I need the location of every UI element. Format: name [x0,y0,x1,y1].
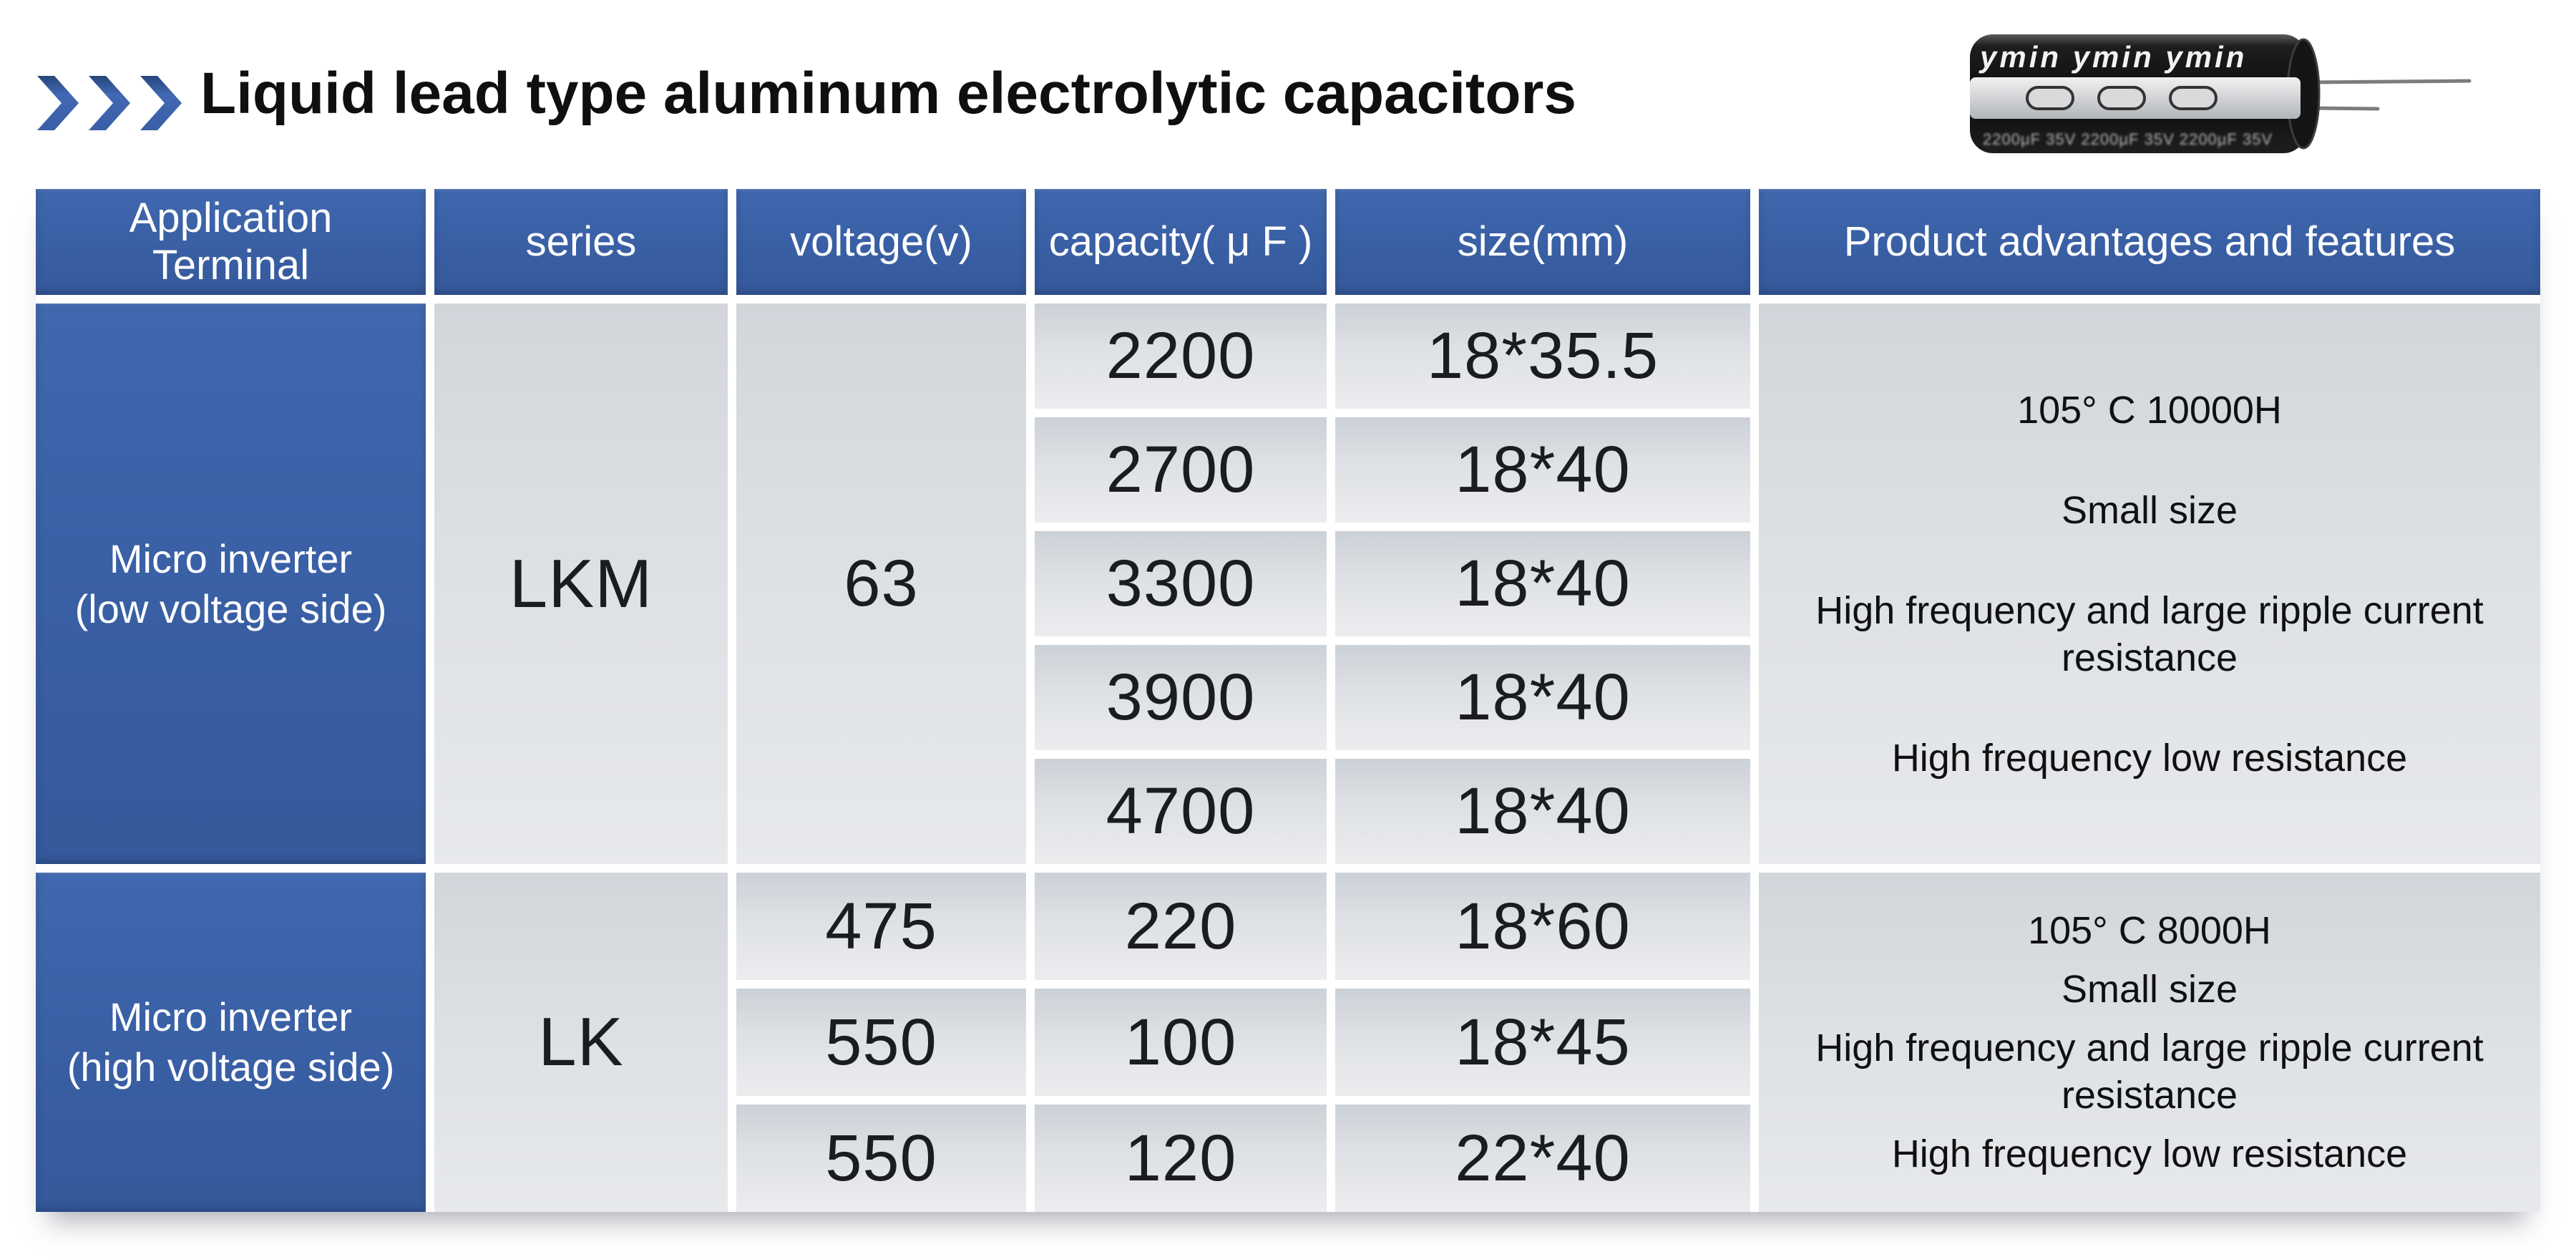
voltage-cell: 550 [736,989,1026,1096]
capacity-cell: 3300 [1035,531,1327,636]
series-cell: LKM [434,304,728,864]
spec-table: Application Terminal series voltage(v) c… [36,189,2540,1212]
capacitor-lead [2310,79,2472,84]
feature-line: High frequency low resistance [1891,1132,2408,1175]
col-header-capacity: capacity( μ F ) [1035,189,1327,295]
voltage-cell: 63 [736,304,1026,864]
capacity-cell: 4700 [1035,759,1327,864]
capacity-cell: 3900 [1035,645,1327,750]
application-cell-low-voltage: Micro inverter (low voltage side) [36,304,426,864]
capacity-cell: 220 [1035,873,1327,980]
feature-line: Small size [2061,968,2238,1011]
capacitor-marking-text: 2200μF 35V 2200μF 35V 2200μF 35V [1983,130,2273,148]
voltage-cell: 475 [736,873,1026,980]
col-header-features: Product advantages and features [1759,189,2540,295]
chevrons-icon [37,76,182,130]
col-header-series: series [434,189,728,295]
capacity-cell: 2200 [1035,304,1327,409]
vent-slot [2097,86,2146,110]
feature-line: High frequency and large ripple current … [1815,588,2484,679]
capacity-cell: 100 [1035,989,1327,1096]
size-cell: 18*40 [1335,645,1750,750]
col-header-voltage: voltage(v) [736,189,1026,295]
size-cell: 18*35.5 [1335,304,1750,409]
application-line: (low voltage side) [74,586,387,631]
feature-line: 105° C 10000H [2017,388,2282,432]
col-header-size: size(mm) [1335,189,1750,295]
page-title: Liquid lead type aluminum electrolytic c… [200,61,1576,126]
feature-line: Small size [2061,488,2238,532]
feature-line: High frequency and large ripple current … [1815,1027,2484,1117]
feature-line: 105° C 8000H [2028,909,2271,952]
capacitor-lead [2310,106,2380,111]
features-cell-low-voltage: 105° C 10000H Small size High frequency … [1759,304,2540,864]
application-line: Micro inverter [109,994,353,1039]
capacity-cell: 120 [1035,1105,1327,1212]
size-cell: 18*60 [1335,873,1750,980]
application-line: Micro inverter [109,535,353,581]
application-cell-high-voltage: Micro inverter (high voltage side) [36,873,426,1212]
size-cell: 18*40 [1335,759,1750,864]
application-line: (high voltage side) [67,1044,395,1089]
header-line: Terminal [152,242,310,288]
size-cell: 22*40 [1335,1105,1750,1212]
header-line: Application [129,195,333,241]
features-cell-high-voltage: 105° C 8000H Small size High frequency a… [1759,873,2540,1212]
col-header-application-terminal: Application Terminal [36,189,426,295]
feature-line: High frequency low resistance [1891,736,2408,780]
voltage-cell: 550 [736,1105,1026,1212]
size-cell: 18*40 [1335,531,1750,636]
capacitor-brand-text: ymin ymin ymin [1979,40,2247,74]
vent-slot [2026,86,2074,110]
vent-slot [2169,86,2218,110]
capacity-cell: 2700 [1035,417,1327,523]
size-cell: 18*45 [1335,989,1750,1096]
capacitor-photo: ymin ymin ymin 2200μF 35V 2200μF 35V 220… [1970,34,2472,153]
size-cell: 18*40 [1335,417,1750,523]
series-cell: LK [434,873,728,1212]
